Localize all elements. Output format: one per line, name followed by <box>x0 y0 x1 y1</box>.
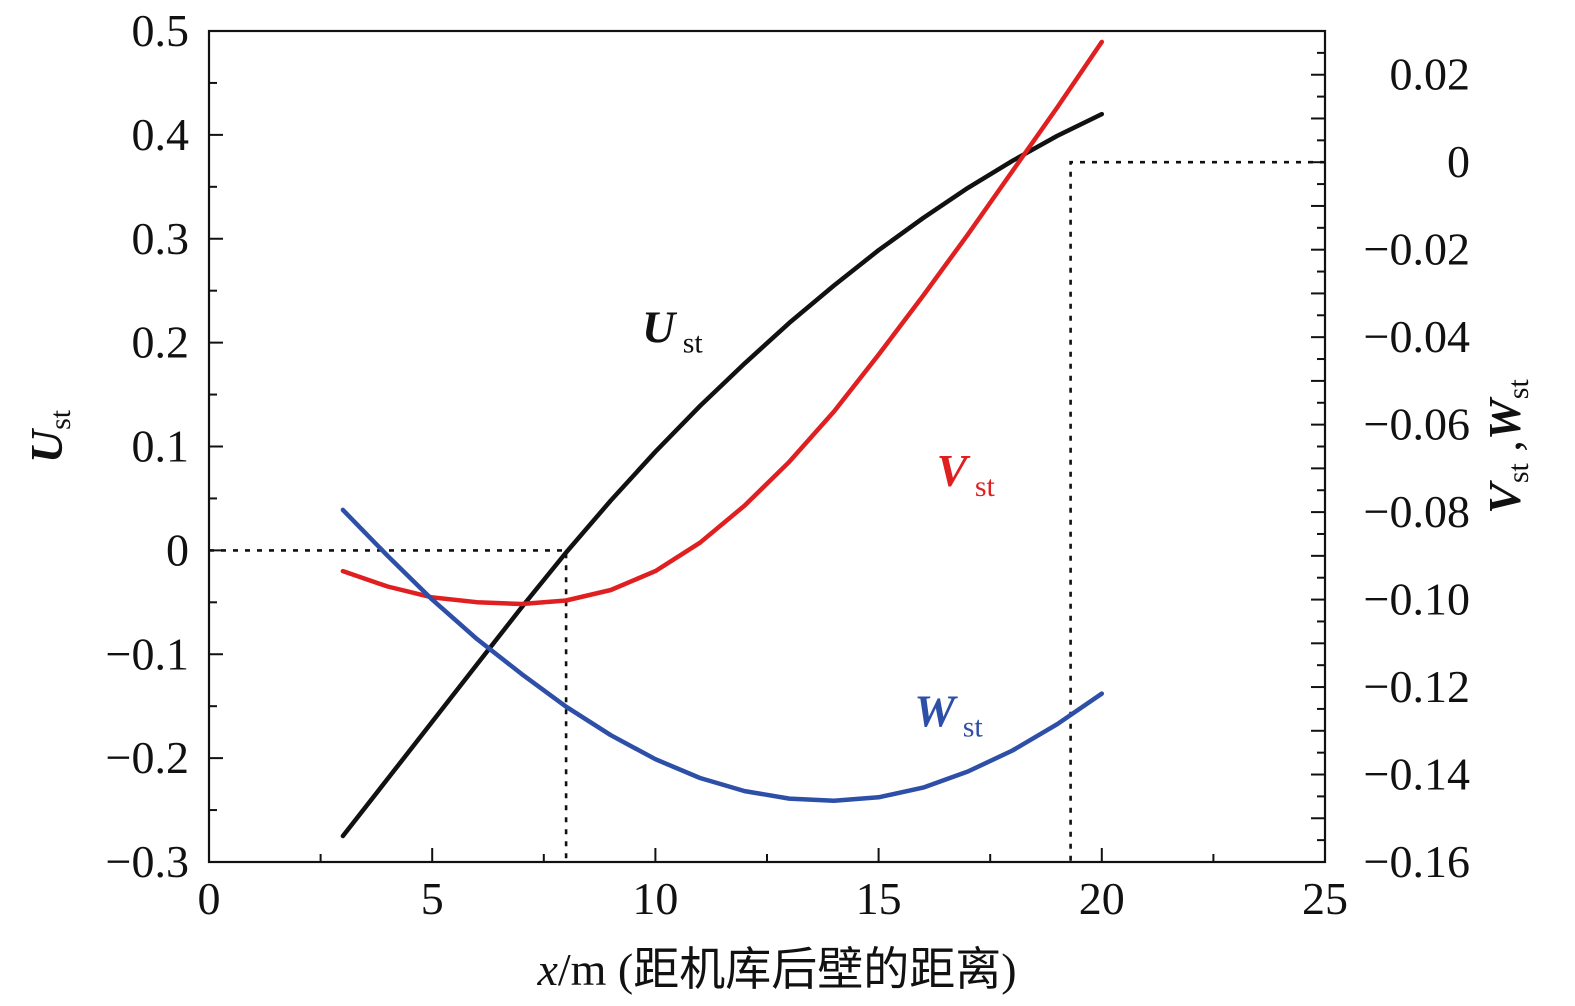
series-line-w <box>340 507 1105 804</box>
y-left-tick-label: 0.1 <box>132 421 190 472</box>
axis-ticks <box>208 30 1326 863</box>
series-line-v <box>340 39 1105 607</box>
y-right-tick-label: 0.02 <box>1390 49 1471 100</box>
series-label-u: U st <box>642 302 703 360</box>
y-left-tick-label: 0.4 <box>132 109 190 160</box>
y-right-tick-label: 0 <box>1447 136 1470 187</box>
y-right-title-main1: V <box>1479 480 1530 514</box>
y-left-title-main: U <box>21 427 72 463</box>
y-left-tick-label: −0.2 <box>106 732 189 783</box>
y-right-tick-label: −0.10 <box>1364 574 1470 625</box>
y-right-tick-label: −0.08 <box>1364 486 1470 537</box>
series-label-v: V st <box>937 445 996 503</box>
x-tick-label: 20 <box>1079 873 1125 924</box>
y-left-title-sub: st <box>44 409 77 430</box>
y-left-tick-label: −0.3 <box>106 836 189 887</box>
y-right-tick-label: −0.12 <box>1364 661 1470 712</box>
x-tick-label: 15 <box>856 873 902 924</box>
y-right-tick-label: −0.04 <box>1364 311 1470 362</box>
x-tick-labels: 0 5 10 15 20 25 <box>198 873 1349 924</box>
y-right-tick-label: −0.14 <box>1364 749 1470 800</box>
y-right-title-main2: W <box>1479 396 1530 440</box>
series-label-w: W st <box>914 685 983 743</box>
y-left-tick-label: 0 <box>166 524 189 575</box>
y-right-title-sub2: st <box>1502 379 1535 400</box>
y-right-title-sep: , <box>1479 440 1530 463</box>
x-axis-title: x/m (距机库后壁的距离) <box>536 944 1016 995</box>
reference-lines <box>209 160 1325 862</box>
x-tick-label: 5 <box>421 873 444 924</box>
y-right-tick-label: −0.02 <box>1364 224 1470 275</box>
y-left-tick-labels: −0.3 −0.2 −0.1 0 0.1 0.2 0.3 0.4 0.5 <box>106 5 189 887</box>
y-right-tick-label: −0.16 <box>1364 836 1470 887</box>
plot-frame <box>207 29 1327 864</box>
series-line-u <box>340 111 1105 839</box>
y-right-tick-label: −0.06 <box>1364 399 1470 450</box>
series-lines <box>340 39 1105 839</box>
y-right-axis-title: Vst ,Wst <box>1479 379 1535 514</box>
y-right-title-sub1: st <box>1502 462 1535 483</box>
x-axis-var: x <box>536 944 558 995</box>
x-tick-label: 0 <box>198 873 221 924</box>
y-left-tick-label: 0.3 <box>132 213 190 264</box>
reference-line-1 <box>209 549 568 862</box>
reference-line-2 <box>1069 160 1325 862</box>
x-tick-label: 10 <box>632 873 678 924</box>
y-left-tick-label: −0.1 <box>106 628 189 679</box>
x-tick-label: 25 <box>1302 873 1348 924</box>
y-left-tick-label: 0.2 <box>132 317 190 368</box>
y-left-tick-label: 0.5 <box>132 5 190 56</box>
x-axis-rest: /m (距机库后壁的距离) <box>558 944 1017 995</box>
series-labels: U st V st W st <box>642 302 995 744</box>
y-right-tick-labels: −0.16 −0.14 −0.12 −0.10 −0.08 −0.06 −0.04 −0.02… <box>1364 49 1470 887</box>
y-left-axis-title: Ust <box>21 409 77 463</box>
